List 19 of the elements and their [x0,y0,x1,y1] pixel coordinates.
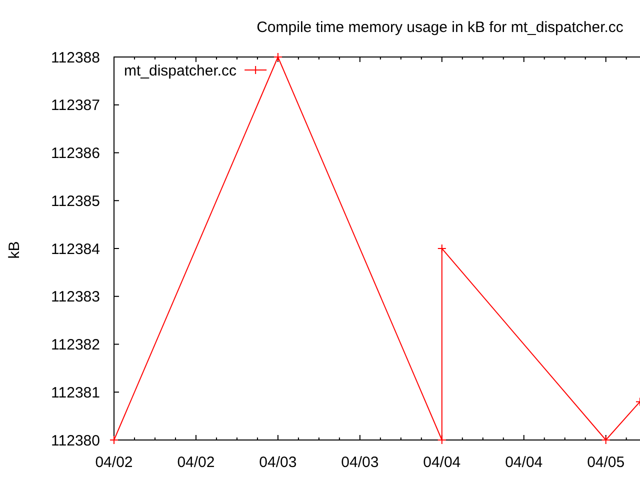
y-tick-label: 112381 [51,384,100,402]
y-tick-label: 112383 [51,288,100,306]
x-tick-label: 04/04 [423,454,461,471]
y-tick-label: 112380 [51,432,100,450]
y-tick-label: 112388 [51,49,100,66]
y-tick-label: 112384 [51,240,100,258]
y-tick-label: 112385 [51,192,100,210]
x-tick-label: 04/02 [95,454,133,471]
x-tick-label: 04/05 [587,454,625,471]
y-tick-label: 112387 [51,97,100,114]
y-tick-label: 112386 [51,145,100,162]
y-tick-label: 112382 [51,336,100,354]
chart-title: Compile time memory usage in kB for mt_dispatcher.cc [256,19,624,36]
x-tick-label: 04/02 [177,454,215,471]
x-tick-label: 04/03 [341,454,379,471]
legend-label: mt_dispatcher.cc [124,62,238,80]
y-axis-title: kB [6,241,23,259]
x-tick-label: 04/03 [259,454,297,471]
x-tick-label: 04/04 [505,454,543,471]
